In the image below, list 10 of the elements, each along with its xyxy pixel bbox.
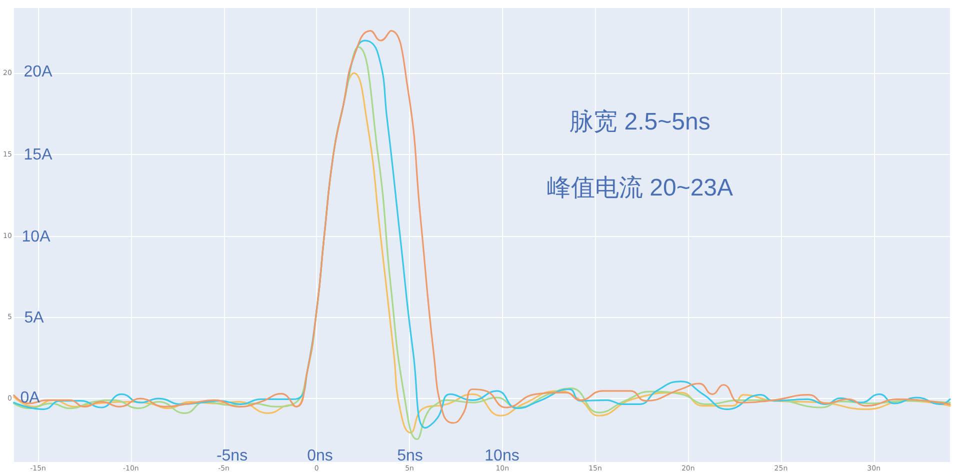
annotation: 5ns [397,448,423,464]
annotation: 峰值电流 20~23A [546,174,734,202]
annotation: 脉宽 2.5~5ns [570,108,710,136]
annotation: 20A [24,64,53,80]
annotation: 5A [24,310,44,326]
annotation: -5ns [216,448,248,464]
annotation: 15A [24,146,53,164]
annotation: 0ns [307,448,333,464]
annotation: 10ns [484,448,520,464]
annotation: 10A [22,228,51,246]
